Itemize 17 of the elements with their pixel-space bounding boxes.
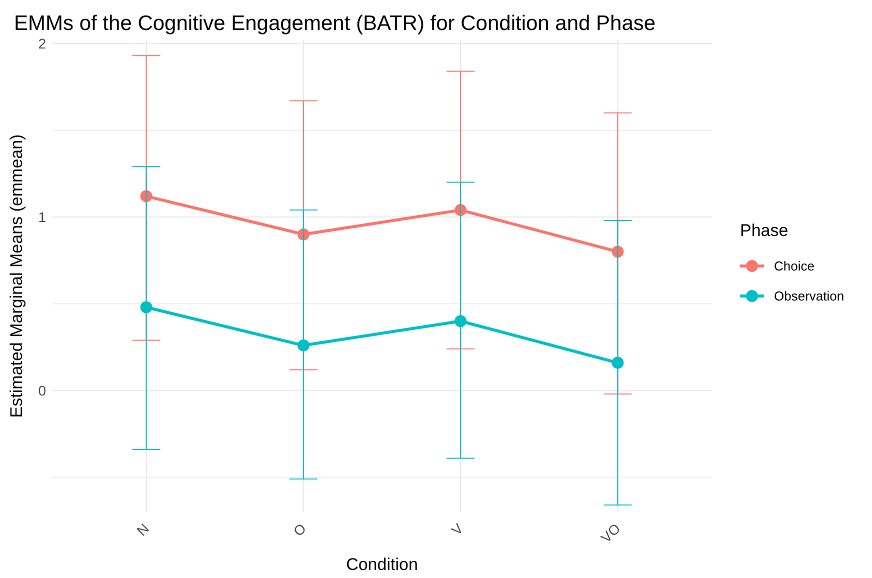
- point: [454, 315, 467, 328]
- point: [612, 356, 624, 369]
- chart-title: EMMs of the Cognitive Engagement (BATR) for Condition and Phase: [14, 12, 656, 35]
- x-axis-title: Condition: [346, 555, 418, 574]
- legend-title: Phase: [740, 221, 788, 240]
- y-tick-label: 2: [38, 35, 46, 52]
- point: [297, 339, 310, 352]
- point: [140, 301, 152, 314]
- x-tick-label: V: [448, 520, 467, 538]
- y-tick-label: 1: [38, 208, 46, 225]
- y-tick-label: 0: [38, 382, 46, 398]
- legend-label: Observation: [774, 288, 844, 304]
- legend-label: Choice: [774, 258, 814, 274]
- x-tick-label: O: [290, 520, 310, 540]
- x-tick-label: N: [133, 520, 152, 539]
- x-tick-label: VO: [598, 520, 624, 546]
- y-axis-title: Estimated Marginal Means (emmean): [7, 134, 26, 418]
